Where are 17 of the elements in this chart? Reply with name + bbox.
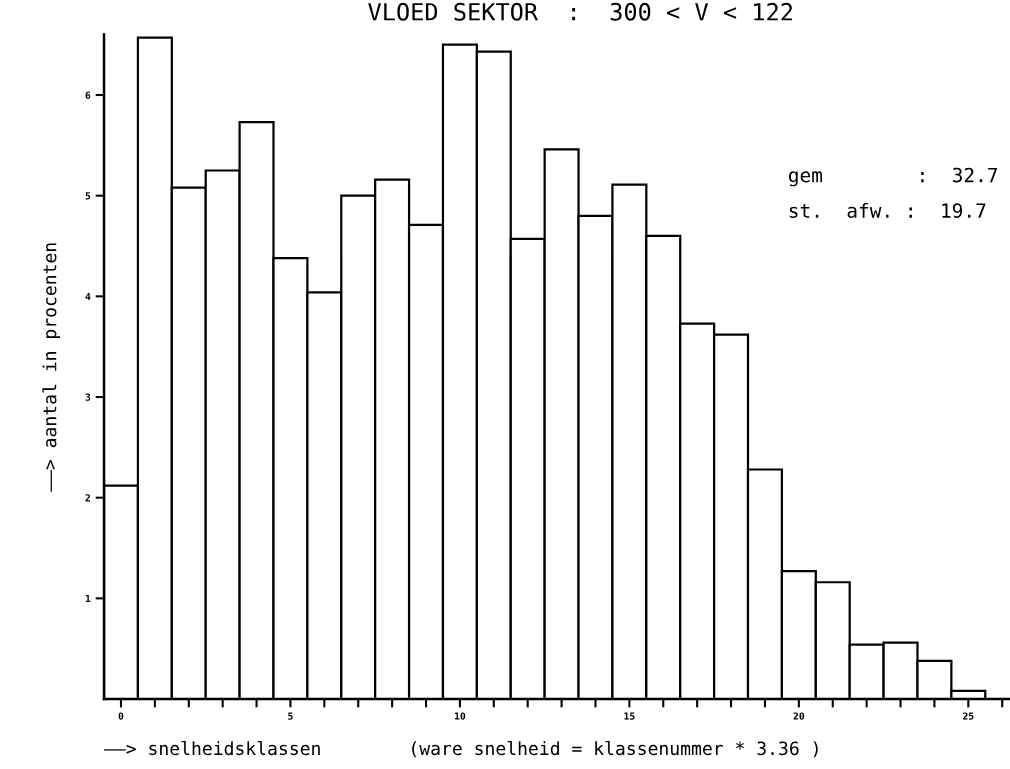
annotation: gem : 32.7 bbox=[788, 167, 998, 187]
y-tick-label: 2 bbox=[85, 494, 91, 502]
chart-title: VLOED SEKTOR : 300 < V < 122 bbox=[368, 2, 792, 21]
x-tick-label: 20 bbox=[793, 712, 805, 720]
y-tick-label: 1 bbox=[85, 594, 91, 603]
x-tick-label: 0 bbox=[118, 712, 124, 720]
x-tick-label: 5 bbox=[288, 712, 293, 720]
y-tick-label: 6 bbox=[85, 91, 91, 99]
y-tick-label: 3 bbox=[85, 393, 91, 401]
x-tick-label: 15 bbox=[624, 712, 635, 720]
y-tick-label: 4 bbox=[85, 292, 91, 301]
x-axis-title: ——> snelheidsklassen (ware snelheid = klassenummer * 3.36 ) bbox=[104, 741, 818, 758]
y-tick-label: 5 bbox=[85, 192, 91, 200]
y-axis-title: ——> aantal in procenten bbox=[42, 243, 60, 492]
annotation: st. afw. : 19.7 bbox=[789, 202, 986, 218]
x-tick-label: 25 bbox=[963, 712, 974, 720]
x-tick-label: 10 bbox=[454, 712, 466, 720]
